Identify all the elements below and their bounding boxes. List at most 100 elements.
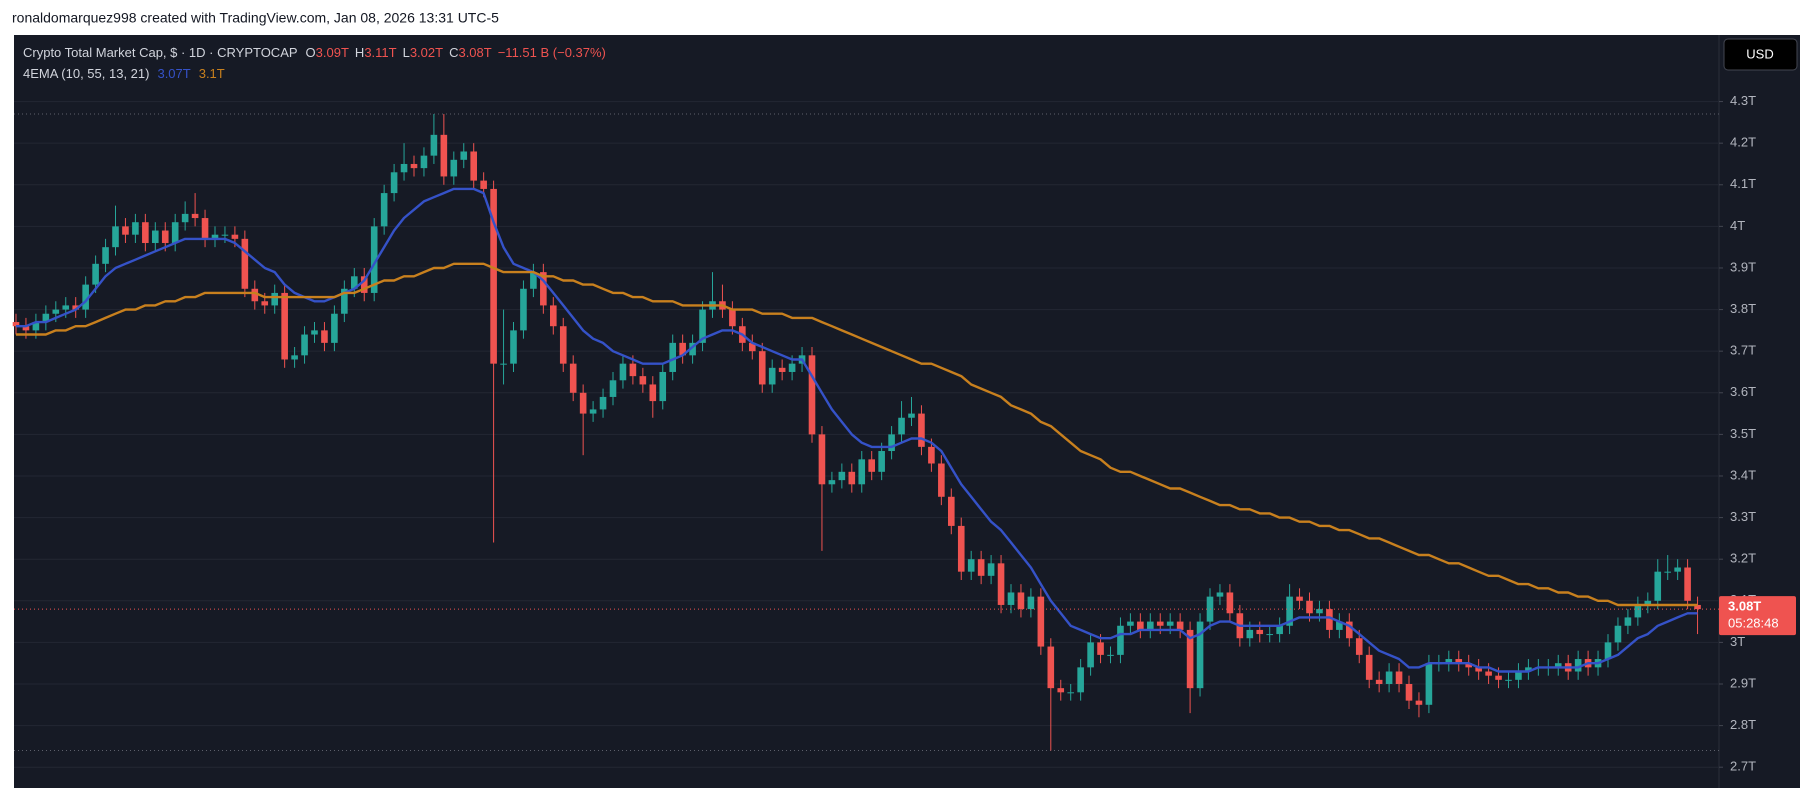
y-tick-label: 3.6T [1730,384,1756,399]
ema-line [16,262,1698,607]
candle-body [82,284,89,310]
candle-body [1445,659,1453,664]
candle-body [569,363,577,393]
candle-body [1296,596,1303,601]
candle-body [500,363,507,365]
legend-symbol: Crypto Total Market Cap, $ · 1D · CRYPTO… [23,45,298,60]
candle-body [1674,567,1681,572]
candle-body [788,363,796,372]
candle-body [1385,671,1393,684]
candle-body [1007,592,1015,605]
candle-body [729,309,736,327]
candle-body [22,326,30,331]
candle-body [1216,592,1224,597]
candle-body [1266,634,1273,636]
candle-body [112,226,119,248]
candle-body [957,525,965,572]
candle-body [181,213,189,223]
candle-body [977,559,985,576]
candle-body [360,276,368,293]
candle-body [1375,679,1383,684]
candle-body [1614,625,1622,643]
candle-body [251,288,259,302]
candle-body [1226,592,1234,614]
candle-body [1604,642,1612,660]
candle-body [987,563,995,576]
y-tick-label: 3.3T [1730,509,1756,524]
candle-body [918,413,925,447]
candle-body [1694,604,1701,610]
candle-body [669,342,676,372]
currency-button[interactable] [1723,38,1798,71]
candle-body [808,355,816,435]
candle-body [938,463,945,497]
candle-body [1057,688,1065,693]
candle-body [161,230,169,244]
candle-body [331,313,338,343]
candle-body [1465,663,1472,668]
candle-body [490,188,497,364]
candle-body [1176,621,1184,630]
candle-body [261,301,269,306]
candle-body [1156,621,1164,626]
candle-body [171,222,179,244]
y-tick-label: 3.7T [1730,343,1756,358]
candle-body [868,459,875,472]
candle-body [599,396,607,410]
candle-body [380,193,388,227]
candle-body [619,363,627,381]
candle-body [32,322,40,331]
candle-body [1415,700,1423,705]
candle-body [1326,609,1333,630]
candle-body [351,276,358,289]
candle-body [1166,621,1174,626]
candle-body [530,272,537,289]
y-tick-label: 4.2T [1730,135,1756,150]
candle-body [1495,675,1502,680]
indicator-value: 3.1T [199,66,225,81]
candle-body [689,342,696,356]
legend-value: 3.11T [364,45,396,60]
y-tick-label: 3.2T [1730,551,1756,566]
candle-body [1097,642,1104,655]
candle-body [480,180,487,189]
candle-body [1634,604,1642,618]
candle-body [520,288,527,331]
candle-body [1515,671,1522,680]
candle-body [450,159,458,177]
candle-body [1554,663,1562,668]
legend-value: 3.02T [410,45,443,60]
ema-line [16,187,1698,673]
candle-body [510,330,517,364]
candle-body [928,446,935,464]
attribution: ronaldomarquez998 created with TradingVi… [12,10,499,26]
candle-body [400,163,408,173]
candle-body [1306,600,1313,614]
y-tick-label: 2.8T [1730,717,1756,732]
candle-body [1425,663,1433,705]
candle-body [142,222,149,244]
candle-body [1127,621,1134,626]
candle-body [1664,571,1671,573]
legend-line-1: Crypto Total Market Cap, $ · 1D · CRYPTO… [23,45,606,60]
candle-body [1336,621,1343,630]
candle-body [1505,679,1512,681]
chart-area [14,35,1800,788]
indicator-name: 4EMA (10, 55, 13, 21) [23,66,149,81]
y-tick-label: 4.1T [1730,176,1756,191]
candle-body [559,326,567,364]
candle-body [838,471,846,481]
candle-body [1405,683,1413,701]
candle-body [221,234,229,236]
candle-body [102,247,109,264]
candle-body [271,292,278,306]
candle-body [778,367,786,372]
currency-label[interactable]: USD [1746,46,1773,61]
candle-body [341,288,348,314]
candle-body [629,363,637,377]
candle-body [1077,667,1084,693]
legend-change: −11.51 B (−0.37%) [498,45,606,60]
last-price-label: 3.08T [1728,599,1761,614]
candle-body [460,151,468,160]
